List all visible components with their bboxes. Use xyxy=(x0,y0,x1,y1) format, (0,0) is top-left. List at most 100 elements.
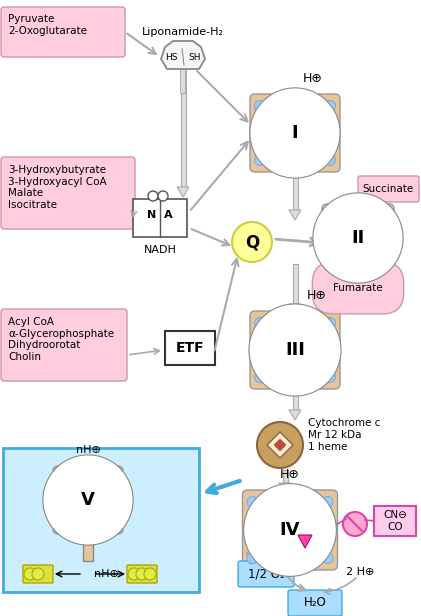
Circle shape xyxy=(247,553,258,564)
Circle shape xyxy=(259,553,271,564)
Bar xyxy=(256,112,334,154)
Bar xyxy=(293,264,298,304)
Circle shape xyxy=(58,517,68,527)
FancyBboxPatch shape xyxy=(238,561,294,587)
Circle shape xyxy=(24,568,36,580)
Polygon shape xyxy=(279,483,291,493)
Circle shape xyxy=(255,371,266,383)
FancyBboxPatch shape xyxy=(1,7,125,57)
Circle shape xyxy=(339,254,351,265)
FancyBboxPatch shape xyxy=(374,506,416,536)
Bar xyxy=(181,93,186,187)
Text: O²⊖: O²⊖ xyxy=(297,555,319,565)
FancyBboxPatch shape xyxy=(322,204,394,272)
Circle shape xyxy=(313,100,324,111)
Text: 2 H⊕: 2 H⊕ xyxy=(346,567,374,577)
Bar xyxy=(83,531,93,561)
Text: III: III xyxy=(285,341,305,359)
Circle shape xyxy=(70,517,80,527)
Circle shape xyxy=(144,568,156,580)
Circle shape xyxy=(83,473,93,483)
Text: ETF: ETF xyxy=(176,341,204,355)
Text: N: N xyxy=(147,210,157,220)
FancyBboxPatch shape xyxy=(133,199,187,237)
Text: A: A xyxy=(164,210,172,220)
Text: HS: HS xyxy=(165,52,178,62)
Circle shape xyxy=(301,100,312,111)
Text: Pyruvate
2-Oxoglutarate: Pyruvate 2-Oxoglutarate xyxy=(8,14,87,36)
Text: IV: IV xyxy=(280,521,300,539)
Circle shape xyxy=(327,211,338,222)
FancyBboxPatch shape xyxy=(1,157,135,229)
Text: 1/2 O₂: 1/2 O₂ xyxy=(248,567,284,580)
Circle shape xyxy=(136,568,148,580)
Text: H₂O: H₂O xyxy=(304,596,326,609)
Text: SH: SH xyxy=(188,52,200,62)
Text: I: I xyxy=(292,124,298,142)
Text: 3-Hydroxybutyrate
3-Hydroxyacyl CoA
Malate
Isocitrate: 3-Hydroxybutyrate 3-Hydroxyacyl CoA Mala… xyxy=(8,165,107,210)
Circle shape xyxy=(327,254,338,265)
FancyArrowPatch shape xyxy=(261,123,269,143)
FancyArrowPatch shape xyxy=(323,337,332,365)
Text: Succinate: Succinate xyxy=(362,184,413,194)
Circle shape xyxy=(378,211,389,222)
Circle shape xyxy=(58,473,68,483)
Bar xyxy=(293,386,298,410)
Text: Liponamide-H₂: Liponamide-H₂ xyxy=(142,27,224,37)
Circle shape xyxy=(290,317,301,328)
Text: H⊕: H⊕ xyxy=(307,289,327,302)
Circle shape xyxy=(257,422,303,468)
Circle shape xyxy=(301,155,312,166)
Text: Q: Q xyxy=(245,233,259,251)
Circle shape xyxy=(343,512,367,536)
Circle shape xyxy=(272,496,283,508)
Circle shape xyxy=(70,473,80,483)
Circle shape xyxy=(32,568,44,580)
Circle shape xyxy=(309,553,320,564)
Circle shape xyxy=(259,496,271,508)
FancyBboxPatch shape xyxy=(358,176,419,202)
Circle shape xyxy=(325,100,336,111)
Circle shape xyxy=(325,317,336,328)
Circle shape xyxy=(325,371,336,383)
Circle shape xyxy=(278,317,289,328)
Text: H⊕: H⊕ xyxy=(303,72,323,85)
Text: H⊕: H⊕ xyxy=(280,468,300,481)
Circle shape xyxy=(278,100,289,111)
Circle shape xyxy=(365,211,376,222)
Circle shape xyxy=(325,155,336,166)
Circle shape xyxy=(255,317,266,328)
Circle shape xyxy=(96,473,106,483)
FancyArrowPatch shape xyxy=(323,120,332,148)
Text: Acyl CoA
α-Glycerophosphate
Dihydroorotat
Cholin: Acyl CoA α-Glycerophosphate Dihydroorota… xyxy=(8,317,114,362)
Circle shape xyxy=(297,553,308,564)
Polygon shape xyxy=(289,210,301,220)
Bar xyxy=(59,484,117,516)
Circle shape xyxy=(301,317,312,328)
Circle shape xyxy=(297,496,308,508)
Circle shape xyxy=(352,254,363,265)
FancyBboxPatch shape xyxy=(250,311,340,389)
FancyBboxPatch shape xyxy=(23,565,53,583)
Circle shape xyxy=(158,191,168,201)
Circle shape xyxy=(365,254,376,265)
Bar xyxy=(256,329,334,371)
Circle shape xyxy=(266,100,277,111)
Circle shape xyxy=(278,371,289,383)
Circle shape xyxy=(339,211,351,222)
Circle shape xyxy=(148,191,158,201)
Text: Cytochrome c
Mr 12 kDa
1 heme: Cytochrome c Mr 12 kDa 1 heme xyxy=(308,418,381,452)
Circle shape xyxy=(255,100,266,111)
Polygon shape xyxy=(289,410,301,420)
Bar xyxy=(282,470,288,483)
FancyBboxPatch shape xyxy=(288,590,342,616)
Text: V: V xyxy=(81,491,95,509)
FancyBboxPatch shape xyxy=(3,448,199,592)
Circle shape xyxy=(108,517,118,527)
Circle shape xyxy=(247,496,258,508)
Text: Fumarate: Fumarate xyxy=(333,283,383,293)
Circle shape xyxy=(266,317,277,328)
FancyBboxPatch shape xyxy=(250,94,340,172)
Circle shape xyxy=(313,317,324,328)
Circle shape xyxy=(290,100,301,111)
